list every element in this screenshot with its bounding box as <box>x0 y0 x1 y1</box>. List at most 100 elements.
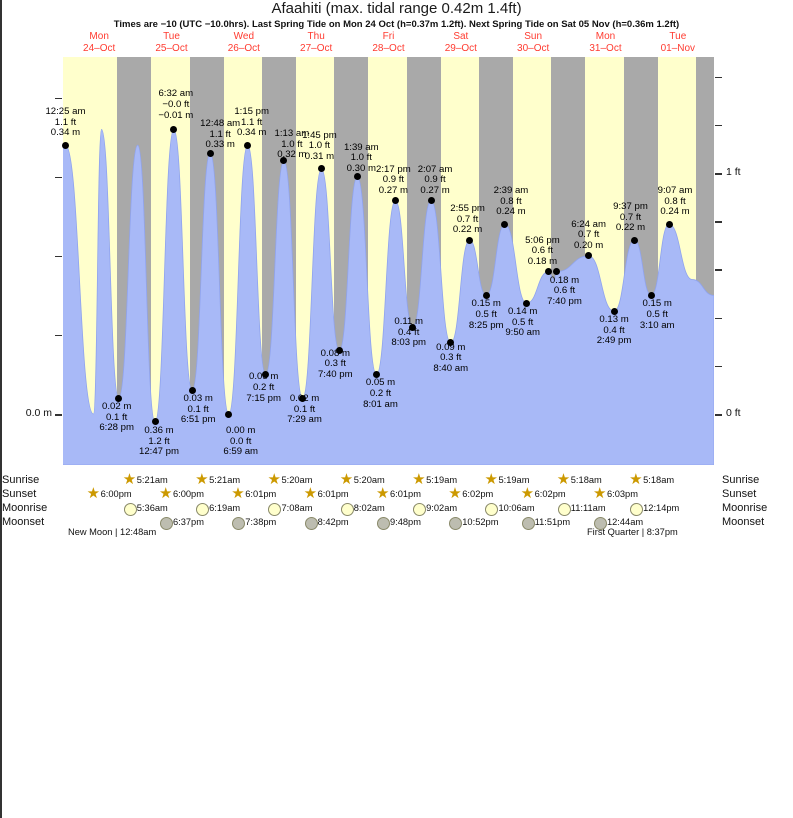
tide-label-line-3: 0.27 m <box>420 184 450 196</box>
tide-label-line-3: 12:47 pm <box>138 446 179 458</box>
tide-label-line-3: 9:50 am <box>505 327 540 339</box>
astro-time-moonset-3: 8:42pm <box>317 517 349 527</box>
day-header-date: 24–Oct <box>83 42 116 54</box>
moonset-icon <box>304 517 318 530</box>
tide-extreme-label: 0.09 m 0.3 ft 8:40 am <box>415 342 487 375</box>
tide-extreme-label: 9:37 pm 0.7 ft 0.22 m <box>595 201 667 234</box>
astro-time-moonrise-7: 11:11am <box>570 503 606 513</box>
day-header-4: Thu 27–Oct <box>276 31 356 54</box>
day-header-date: 01–Nov <box>660 42 696 54</box>
tide-label-line-3: 0.34 m <box>236 127 267 139</box>
tick-left <box>55 414 62 416</box>
astro-time-sunset-6: 6:02pm <box>462 489 494 499</box>
right-axis-line <box>0 409 2 818</box>
astro-time-moonset-7: 12:44am <box>606 517 644 527</box>
astro-time-sunset-7: 6:02pm <box>534 489 566 499</box>
tide-label-line-3: 6:59 am <box>223 446 259 458</box>
sun-star-icon: ★ <box>629 471 643 488</box>
tide-extreme-label: 0.11 m 0.4 ft 8:03 pm <box>373 316 445 349</box>
day-header-dow: Tue <box>163 31 180 42</box>
tide-label-line-3: 7:15 pm <box>246 392 281 404</box>
tide-label-line-2: 0.9 ft <box>382 174 405 186</box>
tide-label-line-2: 0.9 ft <box>424 174 446 186</box>
tick-left <box>55 176 62 179</box>
astro-time-sunset-4: 6:01pm <box>317 489 349 499</box>
tide-extreme-label: 9:07 am 0.8 ft 0.24 m <box>639 186 711 218</box>
tide-extreme-dot <box>372 370 380 378</box>
tick-left <box>55 97 62 100</box>
moonrise-icon <box>196 503 210 516</box>
sun-star-icon: ★ <box>339 471 354 488</box>
tide-extreme-dot <box>115 394 123 402</box>
tide-label-line-1: 2:39 am <box>493 185 529 197</box>
tide-label-line-3: 8:25 pm <box>468 319 504 331</box>
astro-row-label-right-moonrise: Moonrise <box>722 502 768 514</box>
astro-time-moonset-6: 11:51pm <box>534 517 571 527</box>
axis-label-right-0ft: 0 ft <box>726 407 741 419</box>
tick-right <box>715 365 722 368</box>
tide-label-line-2: 1.1 ft <box>209 128 231 140</box>
tide-label-line-3: 0.24 m <box>496 206 526 218</box>
tide-label-line-2: 0.4 ft <box>398 326 420 338</box>
tide-extreme-label: 0.08 m 0.3 ft 7:40 pm <box>299 348 371 381</box>
tide-extreme-label: 0.13 m 0.4 ft 2:49 pm <box>578 315 650 347</box>
tide-extreme-dot <box>482 291 490 299</box>
astro-time-sunset-5: 6:01pm <box>389 489 421 499</box>
tide-label-line-2: 0.1 ft <box>187 403 209 415</box>
moonset-icon <box>449 517 463 530</box>
tide-extreme-dot <box>523 299 531 307</box>
day-header-date: 31–Oct <box>589 42 622 54</box>
tide-label-line-2: 0.5 ft <box>475 308 497 320</box>
sun-star-icon: ★ <box>484 471 498 488</box>
tide-label-line-3: 0.20 m <box>573 240 604 252</box>
moonset-icon <box>593 517 607 530</box>
tide-label-line-2: −0.0 ft <box>162 98 190 110</box>
astro-row-label-sunset: Sunset <box>2 488 37 500</box>
tide-label-line-3: 7:29 am <box>287 414 322 426</box>
tide-extreme-label: 2:39 am 0.8 ft 0.24 m <box>475 186 547 218</box>
sun-star-icon: ★ <box>231 485 245 502</box>
tide-extreme-dot <box>262 370 270 378</box>
astro-time-moonrise-6: 10:06am <box>498 503 535 513</box>
tide-label-line-2: 0.7 ft <box>619 211 642 223</box>
tide-extreme-dot <box>170 125 178 133</box>
tide-extreme-label: 1:39 am 1.0 ft 0.30 m <box>325 142 397 175</box>
moonrise-icon <box>340 503 354 516</box>
tide-extreme-dot <box>335 347 343 355</box>
day-header-date: 29–Oct <box>444 42 477 54</box>
day-header-dow: Sun <box>524 31 543 42</box>
tide-label-line-2: 0.1 ft <box>106 411 128 423</box>
astro-time-moonset-5: 10:52pm <box>462 517 499 527</box>
tide-label-line-1: 12:25 am <box>45 106 86 118</box>
astro-time-sunrise-6: 5:19am <box>498 475 530 485</box>
astro-row-label-moonrise: Moonrise <box>2 502 48 514</box>
day-header-5: Fri 28–Oct <box>349 31 429 54</box>
day-header-date: 28–Oct <box>372 42 405 54</box>
tick-right <box>715 76 722 79</box>
tide-label-line-1: 6:32 am <box>158 88 194 100</box>
tide-label-line-1: 0.00 m <box>226 425 256 436</box>
tide-extreme-dot <box>353 173 361 181</box>
day-header-dow: Thu <box>307 31 325 42</box>
moonrise-icon <box>123 503 137 516</box>
tide-label-line-1: 0.15 m <box>471 298 501 310</box>
tide-label-line-2: 1.0 ft <box>281 138 303 150</box>
axis-label-left-0m: 0.0 m <box>25 407 52 419</box>
sun-star-icon: ★ <box>592 485 607 502</box>
moonrise-icon <box>557 503 571 516</box>
tide-label-line-1: 9:37 pm <box>613 201 648 213</box>
tide-label-line-3: 3:10 am <box>639 319 675 331</box>
astro-time-sunrise-3: 5:20am <box>281 475 313 485</box>
tide-label-line-3: 7:40 pm <box>317 368 353 380</box>
astro-row-label-right-sunrise: Sunrise <box>722 474 760 486</box>
tide-label-line-2: 0.6 ft <box>531 245 554 257</box>
tide-extreme-label: 0.05 m 0.2 ft 7:15 pm <box>228 372 300 404</box>
tide-extreme-label: 0.05 m 0.2 ft 8:01 am <box>344 378 416 410</box>
moon-phase-new: New Moon | 12:48am <box>68 527 157 537</box>
tick-right <box>715 124 722 127</box>
tide-label-line-2: 0.1 ft <box>293 403 316 415</box>
tide-extreme-dot <box>665 220 673 228</box>
tide-label-line-3: 6:51 pm <box>180 414 216 426</box>
tide-label-line-1: 0.03 m <box>183 393 213 405</box>
astro-time-sunrise-2: 5:21am <box>209 475 241 485</box>
